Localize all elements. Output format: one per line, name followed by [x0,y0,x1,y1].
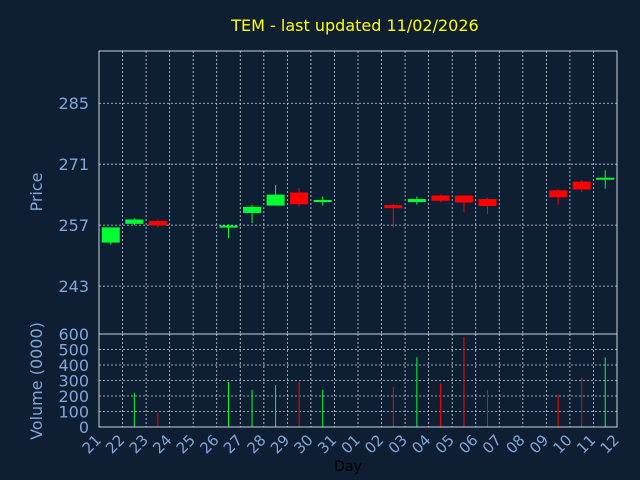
candle-body [290,192,309,205]
price-tick-label: 257 [58,216,89,235]
candle-body [454,195,473,203]
volume-grid [99,334,617,427]
price-axis-label: Price [27,172,46,211]
volume-panel-frame [98,333,618,428]
candle-body [478,199,497,206]
price-tick-labels: 243 257 271 285 [58,94,89,296]
candle-body [549,190,568,198]
price-grid [99,51,617,334]
volume-tick-label: 100 [58,403,89,422]
candle-body [313,199,332,203]
candles [101,170,615,245]
volume-tick-label: 400 [58,356,89,375]
volume-tick-label: 0 [79,418,89,437]
x-axis-label: Day [334,459,362,475]
price-tick-label: 285 [58,94,89,113]
candle-body [266,194,285,206]
candle-body [125,219,144,224]
candle-body [431,195,450,201]
volume-tick-label: 500 [58,341,89,360]
candle-body [219,225,238,228]
volume-tick-label: 200 [58,387,89,406]
candle-body [596,177,615,180]
price-tick-label: 243 [58,277,89,296]
volume-axis-label: Volume (0000) [27,322,46,440]
candle-body [407,199,426,203]
chart-title: TEM - last updated 11/02/2026 [230,16,478,35]
candle-body [384,205,403,209]
x-tick-labels: 2122232425262728293031010203040506070809… [79,431,623,457]
price-tick-label: 271 [58,155,89,174]
candle-body [243,206,262,213]
candle-body [148,220,167,226]
volume-tick-label: 300 [58,372,89,391]
volume-tick-label: 600 [58,325,89,344]
candle-body [572,181,591,190]
volume-bars [133,337,606,427]
candle-body [101,227,120,243]
